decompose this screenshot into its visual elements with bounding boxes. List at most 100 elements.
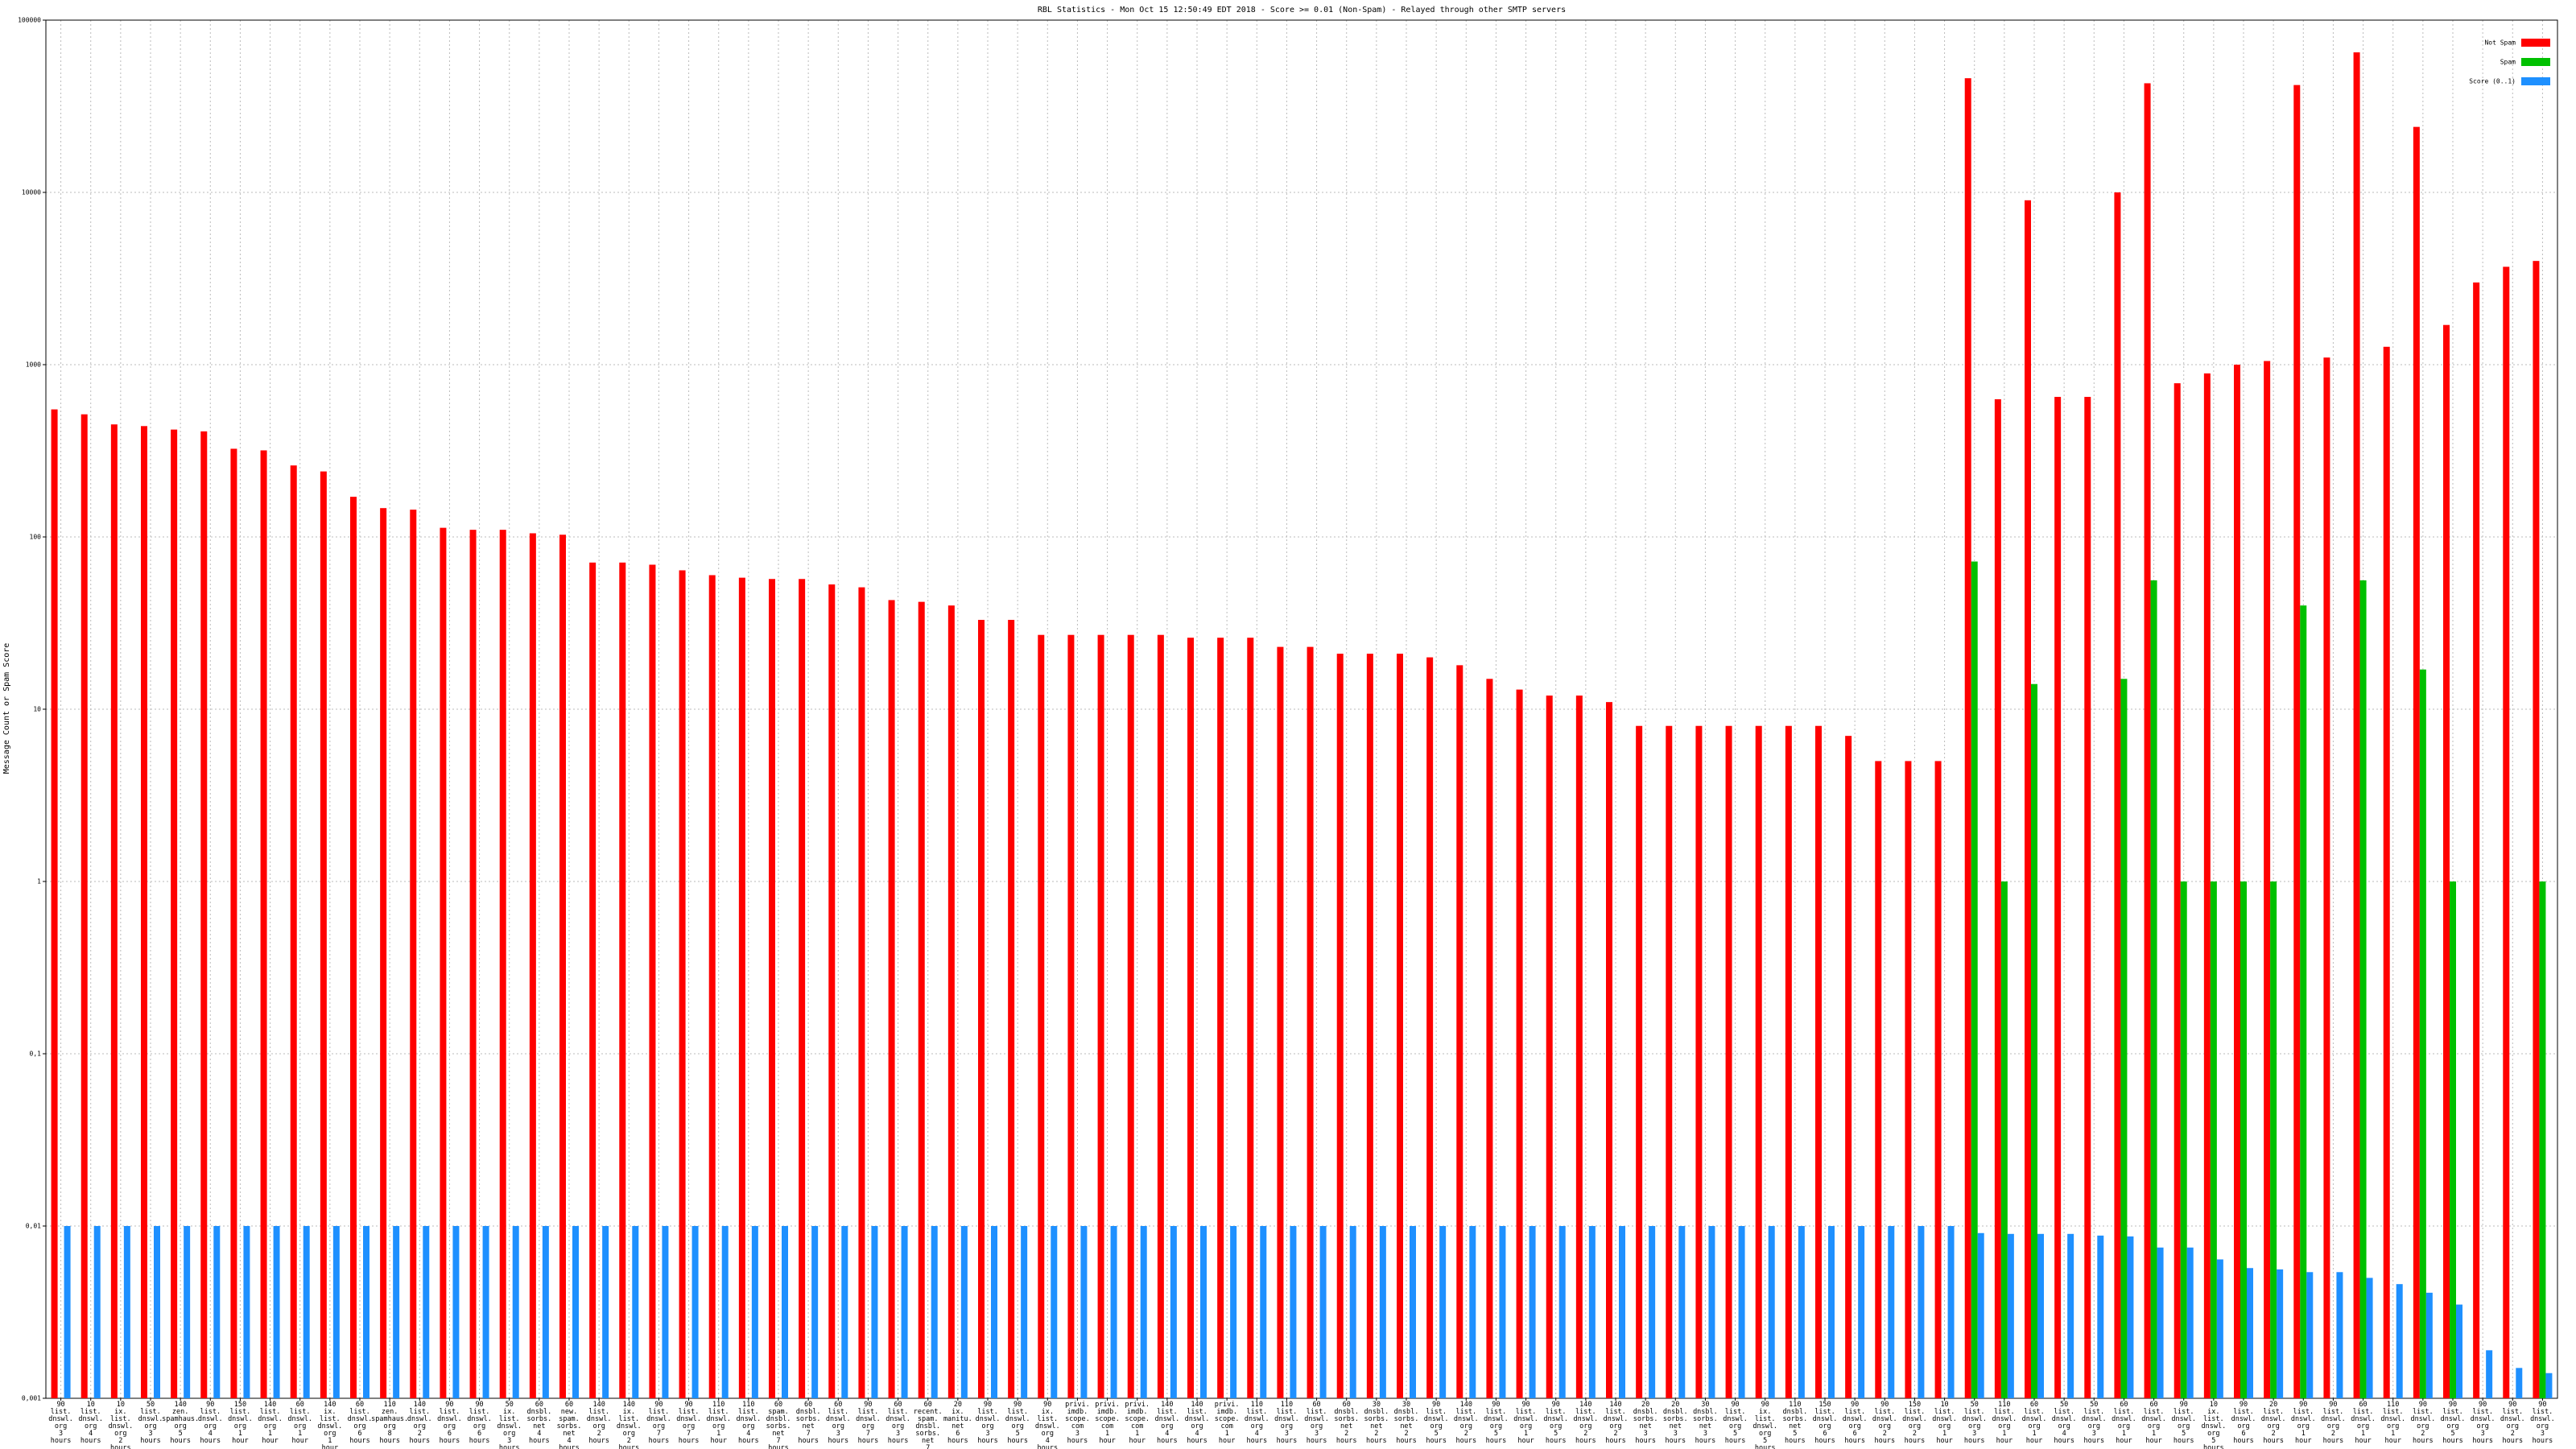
x-tick-label-line: org (414, 1422, 426, 1430)
x-tick-label-line: 4 (1255, 1430, 1259, 1438)
x-tick-label-line: 4 (2062, 1430, 2066, 1438)
x-tick-label-line: hours (1307, 1437, 1327, 1445)
x-tick-label: 60 list. dnswl. org 3 hours (826, 1401, 851, 1445)
bar (1157, 634, 1164, 1398)
x-tick-label-line: 5 (2450, 1430, 2454, 1438)
x-tick-label-line: hours (349, 1437, 370, 1445)
bar (440, 527, 447, 1398)
x-tick-label: 140 list. dnswl. org 1 hour (258, 1401, 283, 1445)
x-tick-label-line: hours (409, 1437, 430, 1445)
bar (1217, 638, 1224, 1398)
bar (2456, 1304, 2462, 1398)
x-tick-label-line: hours (2472, 1437, 2493, 1445)
x-tick-label-line: dnswl. (198, 1415, 223, 1423)
bar (2097, 1235, 2104, 1398)
y-tick-label: 1000 (26, 361, 41, 369)
x-tick-label-line: 4 (567, 1437, 571, 1445)
x-tick-label-line: 110 (712, 1401, 724, 1409)
x-tick-label-line: list. (679, 1408, 700, 1416)
x-tick-label-line: hours (2413, 1437, 2434, 1445)
bar (1080, 1226, 1088, 1398)
x-tick-label-line: net (1789, 1422, 1801, 1430)
x-tick-label-line: 5 (1554, 1430, 1558, 1438)
x-tick-label-line: 90 (1552, 1401, 1560, 1409)
x-tick-label-line: org (2148, 1422, 2160, 1430)
x-tick-label-line: org (2387, 1422, 2399, 1430)
bar (542, 1226, 549, 1398)
x-tick-label: 140 list. dnswl. org 2 hours (1454, 1401, 1479, 1445)
x-tick-label-line: dnswl. (1543, 1415, 1568, 1423)
plot-frame (45, 19, 2558, 1399)
x-tick-label-line: 50 (1971, 1401, 1979, 1409)
x-tick-label-line: 5 (1733, 1430, 1737, 1438)
bar (841, 1226, 848, 1398)
x-tick-label: 90 list. dnswl. org 6 hours (437, 1401, 462, 1445)
x-tick-label-line: list. (708, 1408, 729, 1416)
x-tick-label: 140 list. dnswl. org 4 hours (1185, 1401, 1210, 1445)
x-tick-label-line: dnswl. (587, 1415, 612, 1423)
x-tick-label-line: hour (2026, 1437, 2042, 1445)
bar (2293, 85, 2301, 1399)
x-tick-label-line: hours (2174, 1437, 2194, 1445)
x-tick-label-line: 60 (2359, 1401, 2367, 1409)
x-tick-label-line: dnswl. (2441, 1415, 2466, 1423)
x-tick-label-line: dnswl. (1454, 1415, 1479, 1423)
bar (947, 605, 955, 1398)
x-tick-label-line: hour (322, 1444, 338, 1449)
bar (410, 510, 417, 1399)
legend-swatch (2521, 77, 2550, 85)
x-tick-label-line: hour (1517, 1437, 1534, 1445)
bar (1290, 1226, 1297, 1398)
x-tick-label-line: spamhaus. (371, 1415, 408, 1423)
x-tick-label-line: 1 (1105, 1430, 1109, 1438)
x-tick-label: 50 list. dnswl. org 3 hours (1962, 1401, 1987, 1445)
x-tick-label-line: list. (588, 1408, 609, 1416)
bar (1558, 1226, 1566, 1398)
x-tick-label: 90 list. dnswl. org 2 hours (2500, 1401, 2525, 1445)
bar (529, 533, 536, 1398)
x-tick-label-line: 10 (87, 1401, 95, 1409)
bar (649, 564, 656, 1398)
bar (1875, 761, 1882, 1398)
x-tick-label: 60 list. dnswl. org 1 hour (2141, 1401, 2166, 1445)
x-tick-label-line: hours (80, 1437, 101, 1445)
x-tick-label-line: hours (828, 1437, 848, 1445)
x-tick-label-line: hour (1099, 1437, 1115, 1445)
bar (1140, 1226, 1147, 1398)
bar (452, 1226, 460, 1398)
bar (1755, 725, 1762, 1398)
bar (1038, 634, 1045, 1398)
x-tick-label-line: list. (828, 1408, 848, 1416)
x-tick-label-line: hours (1396, 1437, 1417, 1445)
y-tick-label: 0,01 (26, 1223, 41, 1230)
x-tick-label: 60 list. dnswl. org 1 hour (2022, 1401, 2047, 1445)
x-tick-label-line: 2 (1913, 1430, 1917, 1438)
x-tick-label-line: 3 (1315, 1430, 1319, 1438)
bar (1994, 398, 2001, 1398)
x-tick-label-line: dnswl. (736, 1415, 761, 1423)
x-tick-label-line: 3 (2541, 1430, 2545, 1438)
bar (2545, 1373, 2553, 1398)
x-tick-label-line: dnswl. (1723, 1415, 1748, 1423)
x-tick-label-line: 7 (776, 1437, 780, 1445)
x-tick-label-line: list. (140, 1408, 161, 1416)
x-tick-label: 50 list. dnswl. org 3 hours (138, 1401, 163, 1445)
bar (1845, 736, 1852, 1398)
x-tick-label: 90 list. dnswl. org 5 hours (1723, 1401, 1748, 1445)
bar (1971, 561, 1978, 1399)
x-tick-label-line: list. (1157, 1408, 1178, 1416)
bar (1588, 1226, 1596, 1398)
x-tick-label-line: dnswl. (1932, 1415, 1957, 1423)
x-tick-label-line: list. (2413, 1408, 2434, 1416)
x-tick-label-line: org (2327, 1422, 2339, 1430)
y-tick-label: 0,1 (30, 1051, 42, 1058)
x-tick-label-line: org (623, 1430, 635, 1438)
x-tick-label-line: ix. (1042, 1408, 1054, 1416)
x-tick-label-line: org (981, 1422, 993, 1430)
x-tick-label: 90 list. dnswl. org 5 hours (1424, 1401, 1449, 1445)
x-tick-label: 110 list. dnswl. org 1 hour (1992, 1401, 2017, 1445)
x-tick-label-line: 1 (2152, 1430, 2156, 1438)
x-tick-label: 140 list. dnswl. org 2 hours (1604, 1401, 1629, 1445)
x-tick-label-line: hours (110, 1444, 131, 1449)
x-tick-label-line: 60 (296, 1401, 304, 1409)
